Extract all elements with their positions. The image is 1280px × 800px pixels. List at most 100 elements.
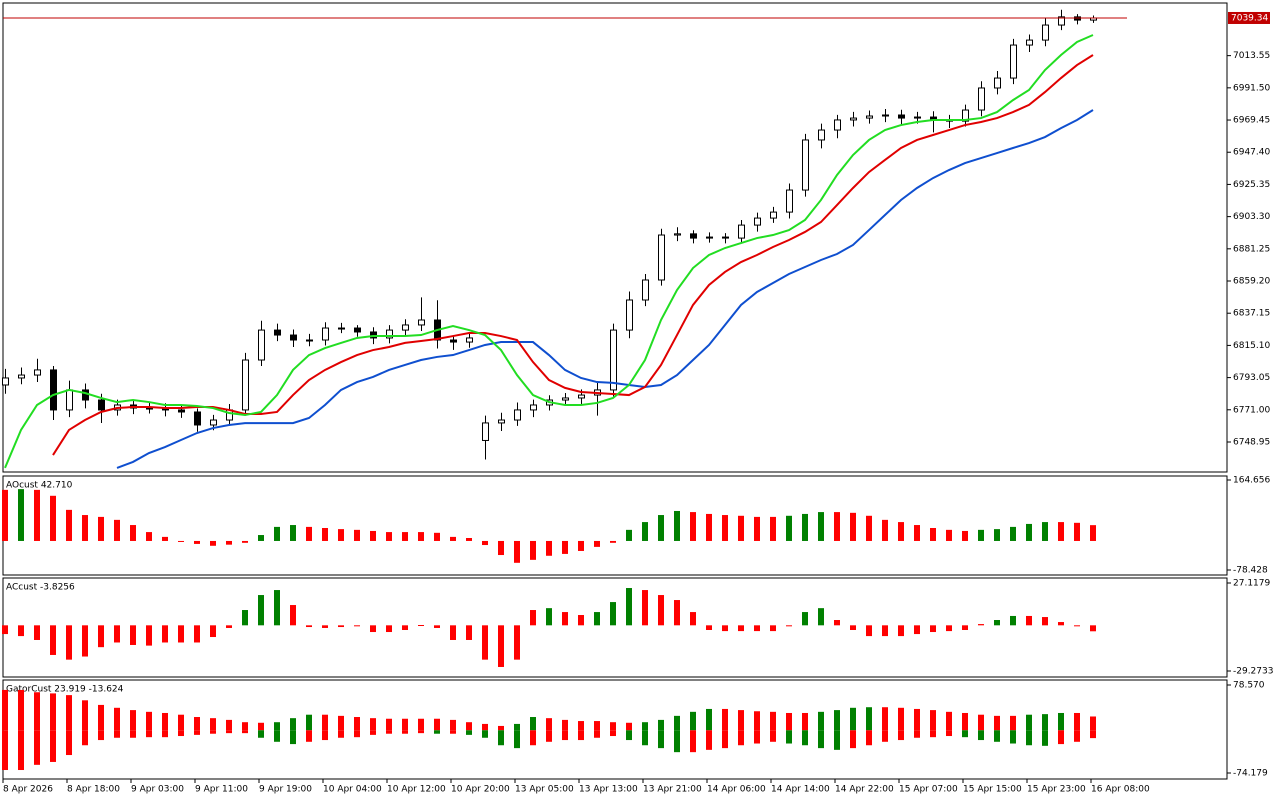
x-tick-label: 14 Apr 22:00 (835, 785, 894, 795)
histogram-bar (242, 730, 248, 734)
candle-body (194, 411, 201, 426)
histogram-bar (210, 625, 216, 638)
histogram-bar (770, 730, 776, 742)
histogram-bar (1026, 730, 1032, 746)
histogram-bar (514, 540, 520, 563)
histogram-bar (722, 625, 728, 632)
y-tick-label: 6925.35 (1233, 180, 1270, 190)
histogram-bar (642, 590, 648, 626)
histogram-bar (242, 722, 248, 731)
histogram-bar (322, 625, 328, 628)
histogram-bar (1042, 730, 1048, 746)
x-tick-label: 15 Apr 15:00 (963, 785, 1022, 795)
histogram-bar (194, 730, 200, 735)
histogram-bar (706, 513, 712, 541)
histogram-bar (146, 532, 152, 541)
y-tick-label: 6793.05 (1233, 373, 1270, 383)
histogram-bar (562, 612, 568, 626)
candle-body (66, 389, 73, 411)
histogram-bar (226, 730, 232, 734)
x-tick-label: 9 Apr 03:00 (131, 785, 184, 795)
histogram-bar (450, 625, 456, 640)
histogram-bar (290, 605, 296, 626)
histogram-bar (290, 718, 296, 731)
candle-body (450, 339, 457, 343)
histogram-bar (530, 610, 536, 626)
histogram-bar (610, 602, 616, 626)
histogram-bar (402, 532, 408, 541)
histogram-bar (482, 540, 488, 546)
histogram-bar (338, 529, 344, 541)
histogram-bar (610, 730, 616, 737)
histogram-bar (66, 730, 72, 756)
histogram-bar (130, 625, 136, 645)
histogram-bar (1074, 730, 1080, 742)
histogram-bar (178, 540, 184, 542)
histogram-bar (370, 625, 376, 633)
histogram-bar (418, 532, 424, 541)
x-tick-label: 15 Apr 07:00 (899, 785, 958, 795)
histogram-bar (1042, 522, 1048, 541)
histogram-bar (962, 530, 968, 541)
histogram-bar (850, 707, 856, 731)
last-price-box (1228, 11, 1270, 24)
histogram-bar (322, 528, 328, 541)
candle-body (882, 114, 889, 117)
histogram-bar (514, 723, 520, 731)
y-tick-label: 6815.10 (1233, 341, 1270, 351)
y-tick-label: 6859.20 (1233, 277, 1270, 287)
histogram-bar (162, 625, 168, 643)
histogram-bar (498, 730, 504, 746)
histogram-bar (66, 695, 72, 731)
histogram-bar (626, 588, 632, 626)
histogram-bar (674, 730, 680, 753)
histogram-bar (994, 529, 1000, 541)
candle-body (722, 236, 729, 239)
histogram-bar (818, 711, 824, 731)
histogram-bar (626, 722, 632, 731)
histogram-bar (354, 529, 360, 541)
histogram-bar (754, 711, 760, 731)
candle-body (178, 409, 185, 413)
histogram-bar (562, 730, 568, 741)
candle-body (498, 419, 505, 424)
histogram-bar (34, 730, 40, 765)
histogram-bar (786, 730, 792, 744)
candle-body (50, 369, 57, 411)
histogram-bar (946, 730, 952, 737)
histogram-bar (530, 730, 536, 746)
candle-body (98, 399, 105, 411)
indicator-title: ACcust -3.8256 (6, 583, 75, 593)
last-price-label: 7039.34 (1231, 13, 1268, 23)
histogram-bar (82, 515, 88, 541)
histogram-bar (2, 489, 8, 541)
candle-body (818, 129, 825, 141)
histogram-bar (274, 590, 280, 626)
y-tick-label: 6991.50 (1233, 83, 1270, 93)
histogram-bar (818, 512, 824, 541)
candle-body (642, 279, 649, 301)
histogram-bar (82, 625, 88, 657)
histogram-bar (994, 715, 1000, 731)
histogram-bar (82, 730, 88, 746)
candle-body (18, 374, 25, 379)
histogram-bar (642, 730, 648, 746)
alligator-line (116, 109, 1094, 469)
alligator-line (52, 54, 1094, 456)
histogram-bar (738, 515, 744, 541)
histogram-bar (946, 711, 952, 731)
candle-body (34, 369, 41, 376)
candle-body (1042, 24, 1049, 41)
histogram-bar (642, 522, 648, 541)
histogram-bar (754, 730, 760, 744)
candle-body (514, 409, 521, 421)
histogram-bar (754, 625, 760, 632)
candle-body (530, 404, 537, 411)
histogram-bar (386, 625, 392, 633)
histogram-bar (706, 708, 712, 731)
histogram-bar (178, 730, 184, 737)
histogram-bar (658, 719, 664, 731)
histogram-bar (1026, 615, 1032, 626)
histogram-bar (882, 707, 888, 731)
histogram-bar (770, 516, 776, 541)
